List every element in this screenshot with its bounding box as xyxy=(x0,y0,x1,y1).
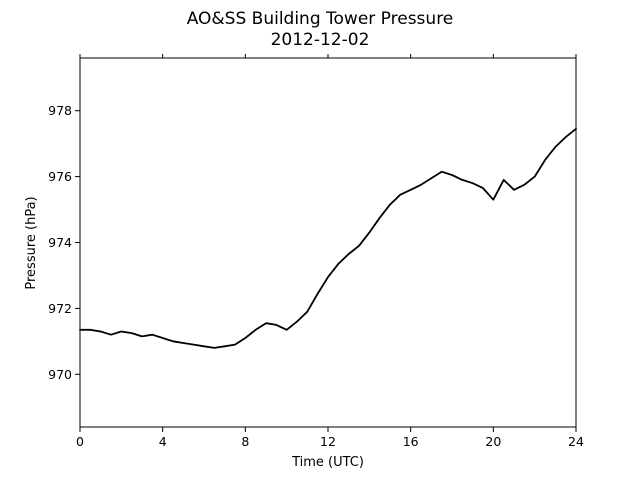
y-tick-label: 978 xyxy=(48,103,72,118)
y-axis-ticks: 970 972 974 976 978 xyxy=(48,103,80,382)
x-tick-label: 16 xyxy=(403,434,419,449)
x-tick-label: 20 xyxy=(485,434,501,449)
y-axis-label: Pressure (hPa) xyxy=(24,196,39,289)
pressure-series-line xyxy=(79,127,577,349)
chart-subtitle: 2012-12-02 xyxy=(271,30,370,50)
y-tick-label: 976 xyxy=(48,169,72,184)
chart-title: AO&SS Building Tower Pressure xyxy=(187,9,454,29)
x-tick-label: 8 xyxy=(241,434,249,449)
x-tick-label: 0 xyxy=(76,434,84,449)
x-tick-label: 4 xyxy=(159,434,167,449)
x-tick-label: 24 xyxy=(568,434,584,449)
x-axis-ticks: 0 4 8 12 16 20 24 xyxy=(76,54,584,449)
x-axis-label: Time (UTC) xyxy=(291,455,364,470)
y-tick-label: 972 xyxy=(48,301,72,316)
y-tick-label: 970 xyxy=(48,367,72,382)
y-tick-label: 974 xyxy=(48,235,72,250)
plot-area-frame xyxy=(79,57,577,428)
x-tick-label: 12 xyxy=(320,434,336,449)
